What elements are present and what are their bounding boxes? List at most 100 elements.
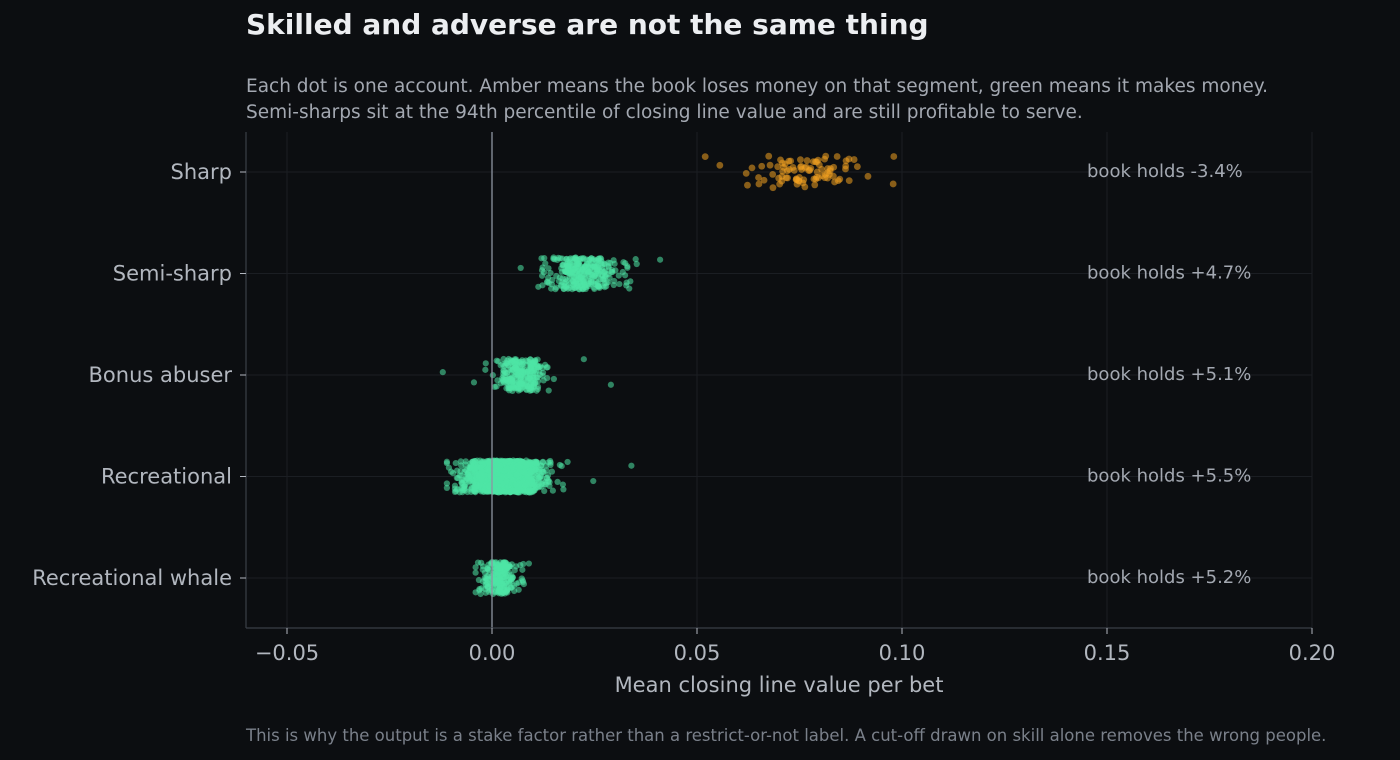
data-point bbox=[547, 269, 554, 277]
data-point bbox=[535, 484, 542, 491]
data-point bbox=[582, 274, 589, 281]
data-point bbox=[509, 487, 516, 494]
data-point bbox=[501, 467, 508, 474]
data-point bbox=[812, 175, 820, 183]
data-point bbox=[550, 375, 557, 383]
data-point bbox=[793, 176, 801, 184]
data-point bbox=[811, 181, 819, 189]
data-point bbox=[850, 156, 858, 163]
x-tick-label-0: −0.05 bbox=[255, 641, 319, 665]
data-point bbox=[544, 374, 551, 382]
data-point bbox=[500, 367, 507, 374]
series-semi-sharp bbox=[517, 254, 664, 293]
data-point bbox=[472, 564, 479, 571]
subtitle-line-2: Semi-sharps sit at the 94th percentile o… bbox=[246, 102, 1083, 123]
data-point bbox=[524, 370, 531, 377]
data-point bbox=[800, 176, 808, 184]
data-point bbox=[560, 285, 567, 293]
data-point bbox=[474, 457, 481, 464]
dots-layer bbox=[439, 152, 898, 598]
data-point bbox=[549, 487, 556, 494]
data-point bbox=[626, 285, 633, 292]
data-point bbox=[826, 167, 834, 175]
data-point bbox=[524, 383, 531, 390]
data-point bbox=[511, 582, 518, 589]
series-bonus-abuser bbox=[439, 355, 615, 395]
category-label-2: Bonus abuser bbox=[89, 363, 233, 387]
data-point bbox=[545, 477, 552, 484]
data-point bbox=[575, 260, 582, 267]
data-point bbox=[504, 362, 512, 369]
data-point bbox=[536, 478, 543, 485]
data-point bbox=[489, 372, 496, 379]
data-point bbox=[472, 569, 479, 576]
data-point bbox=[515, 379, 522, 386]
book-holds-label-3: book holds +5.5% bbox=[1087, 466, 1251, 487]
x-tick-label-4: 0.15 bbox=[1084, 641, 1131, 665]
data-point bbox=[543, 364, 550, 371]
data-point bbox=[596, 284, 603, 292]
data-point bbox=[501, 458, 508, 465]
data-point bbox=[473, 483, 480, 490]
data-point bbox=[513, 481, 520, 488]
data-point bbox=[833, 153, 841, 160]
data-point bbox=[484, 572, 491, 580]
data-point bbox=[615, 272, 622, 279]
data-point bbox=[539, 264, 546, 271]
data-point bbox=[581, 268, 588, 275]
data-point bbox=[769, 184, 777, 192]
data-point bbox=[489, 458, 496, 465]
data-point bbox=[742, 169, 750, 177]
data-point bbox=[845, 177, 853, 185]
data-point bbox=[563, 255, 570, 262]
data-point bbox=[797, 163, 804, 171]
data-point bbox=[592, 257, 600, 265]
data-point bbox=[784, 174, 791, 182]
chart-subtitle: Each dot is one account. Amber means the… bbox=[246, 74, 1268, 126]
data-point bbox=[491, 576, 499, 584]
data-point bbox=[495, 358, 502, 365]
grid-layer bbox=[246, 132, 1313, 628]
data-point bbox=[623, 279, 630, 286]
data-point bbox=[580, 356, 587, 363]
data-point bbox=[529, 484, 536, 491]
data-point bbox=[586, 278, 593, 285]
data-point bbox=[776, 180, 784, 188]
data-point bbox=[612, 267, 619, 274]
data-point bbox=[495, 561, 502, 568]
data-point bbox=[553, 284, 560, 291]
data-point bbox=[539, 458, 547, 465]
data-point bbox=[509, 476, 516, 483]
data-point bbox=[496, 477, 503, 484]
subtitle-line-1: Each dot is one account. Amber means the… bbox=[246, 76, 1268, 97]
chart-title: Skilled and adverse are not the same thi… bbox=[246, 8, 929, 41]
data-point bbox=[479, 566, 486, 573]
data-point bbox=[558, 462, 565, 470]
data-point bbox=[554, 256, 561, 263]
data-point bbox=[581, 263, 588, 270]
data-point bbox=[485, 467, 492, 474]
data-point bbox=[766, 161, 774, 169]
category-label-3: Recreational bbox=[101, 465, 232, 489]
data-point bbox=[748, 164, 756, 172]
data-point bbox=[520, 360, 527, 368]
data-point bbox=[836, 175, 844, 183]
book-holds-label-1: book holds +4.7% bbox=[1087, 263, 1251, 284]
data-point bbox=[549, 276, 556, 284]
series-recreational bbox=[443, 457, 635, 496]
data-point bbox=[755, 174, 762, 181]
data-point bbox=[744, 181, 751, 189]
data-point bbox=[453, 474, 460, 482]
data-point bbox=[812, 158, 819, 166]
data-point bbox=[842, 162, 850, 170]
data-point bbox=[797, 156, 804, 164]
data-point bbox=[531, 365, 538, 372]
data-point bbox=[633, 260, 640, 268]
data-point bbox=[544, 279, 551, 286]
data-point bbox=[482, 360, 489, 367]
data-point bbox=[553, 272, 560, 280]
data-point bbox=[616, 280, 623, 288]
data-point bbox=[439, 369, 446, 376]
data-point bbox=[512, 563, 520, 570]
